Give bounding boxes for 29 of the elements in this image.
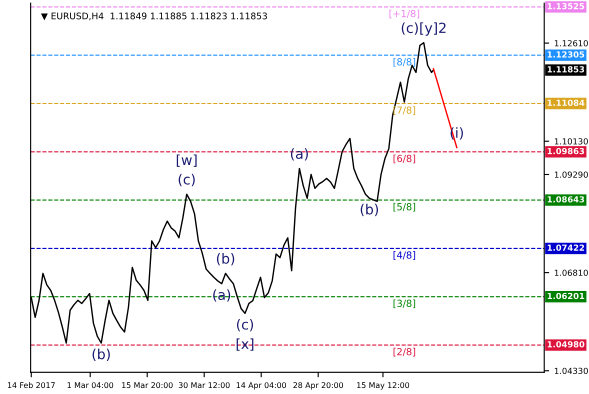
- ref-line-label: 1.07422: [548, 244, 584, 251]
- annotation: [4/8]: [394, 251, 416, 260]
- annotation: (c): [236, 318, 254, 332]
- annotation: (b): [92, 348, 110, 361]
- annotation: [5/8]: [394, 202, 416, 212]
- annotation: (c): [178, 174, 195, 186]
- y-tick-label: 1.12610: [554, 40, 588, 46]
- ref-line-label: 1.11084: [548, 100, 584, 106]
- ref-line-label: 1.13525: [548, 3, 584, 10]
- ref-line-label: 1.12305: [548, 51, 584, 58]
- ref-line-label: 1.08643: [548, 196, 584, 203]
- ref-line-label: 1.09863: [548, 148, 584, 154]
- annotation: (b): [216, 253, 234, 266]
- y-tick-label: 1.10130: [554, 138, 588, 145]
- ref-line-label: 1.04980: [548, 341, 584, 348]
- annotation: [3/8]: [394, 299, 416, 308]
- y-tick-label: 1.04330: [554, 368, 588, 374]
- y-tick-label: 1.09290: [554, 171, 588, 178]
- text: ▼ EURUSD,H4 1.11849 1.11885 1.11823 1.11853: [40, 12, 267, 20]
- annotation: [8/8]: [394, 58, 416, 67]
- ref-line-label: 1.06201: [548, 292, 584, 300]
- annotation: [2/8]: [394, 348, 416, 356]
- annotation: [w]: [176, 154, 197, 167]
- y-tick-label: 1.06810: [554, 270, 588, 276]
- annotation: [6/8]: [394, 154, 416, 164]
- annotation: (b): [360, 204, 378, 216]
- text: 1.11853: [548, 66, 584, 72]
- annotation: [+1/8]: [389, 10, 420, 18]
- annotation: (c)[y]2: [402, 22, 446, 36]
